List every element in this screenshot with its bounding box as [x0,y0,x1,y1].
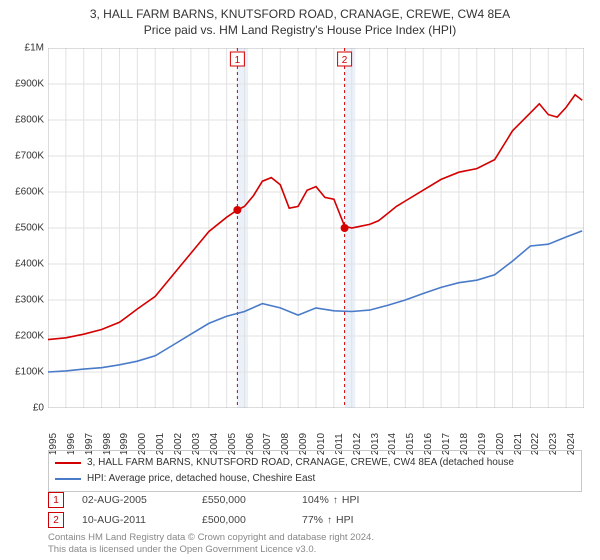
footer-line-1: Contains HM Land Registry data © Crown c… [48,532,374,544]
legend-label-price-paid: 3, HALL FARM BARNS, KNUTSFORD ROAD, CRAN… [87,455,514,471]
sale-date-2: 10-AUG-2011 [82,514,202,526]
y-axis-labels: £0£100K£200K£300K£400K£500K£600K£700K£80… [0,48,46,408]
y-tick-label: £100K [15,367,44,378]
x-axis-labels: 1995199619971998199920002001200220032004… [48,410,584,454]
sale-pct-val-2: 77% [302,514,323,526]
sale-pct-val-1: 104% [302,494,329,506]
chart-svg: 12 [48,48,584,408]
y-tick-label: £300K [15,295,44,306]
sale-pct-2: 77% ↑ HPI [302,514,354,526]
sales-row-2: 2 10-AUG-2011 £500,000 77% ↑ HPI [48,510,359,530]
sales-table: 1 02-AUG-2005 £550,000 104% ↑ HPI 2 10-A… [48,490,359,530]
sale-badge-1: 1 [48,492,64,508]
sale-price-1: £550,000 [202,494,302,506]
legend-row-hpi: HPI: Average price, detached house, Ches… [55,471,575,487]
y-tick-label: £800K [15,115,44,126]
legend-swatch-price-paid [55,462,81,464]
y-tick-label: £900K [15,79,44,90]
chart-area: 12 [48,48,584,408]
legend-swatch-hpi [55,478,81,480]
title-line-2: Price paid vs. HM Land Registry's House … [4,22,596,38]
y-tick-label: £500K [15,223,44,234]
legend-row-price-paid: 3, HALL FARM BARNS, KNUTSFORD ROAD, CRAN… [55,455,575,471]
footer-attribution: Contains HM Land Registry data © Crown c… [48,532,374,556]
y-tick-label: £700K [15,151,44,162]
footer-line-2: This data is licensed under the Open Gov… [48,544,374,556]
y-tick-label: £400K [15,259,44,270]
arrow-up-icon: ↑ [327,515,332,526]
svg-text:1: 1 [235,55,241,66]
sale-date-1: 02-AUG-2005 [82,494,202,506]
title-line-1: 3, HALL FARM BARNS, KNUTSFORD ROAD, CRAN… [4,6,596,22]
legend-label-hpi: HPI: Average price, detached house, Ches… [87,471,315,487]
sales-row-1: 1 02-AUG-2005 £550,000 104% ↑ HPI [48,490,359,510]
y-tick-label: £200K [15,331,44,342]
y-tick-label: £1M [25,43,44,54]
sale-price-2: £500,000 [202,514,302,526]
sale-pct-1: 104% ↑ HPI [302,494,359,506]
y-tick-label: £600K [15,187,44,198]
sale-pct-suffix-2: HPI [336,514,354,526]
svg-text:2: 2 [342,55,348,66]
sale-badge-2: 2 [48,512,64,528]
y-tick-label: £0 [33,403,44,414]
sale-pct-suffix-1: HPI [342,494,360,506]
arrow-up-icon: ↑ [333,495,338,506]
chart-title-block: 3, HALL FARM BARNS, KNUTSFORD ROAD, CRAN… [0,0,600,40]
legend-box: 3, HALL FARM BARNS, KNUTSFORD ROAD, CRAN… [48,450,582,492]
